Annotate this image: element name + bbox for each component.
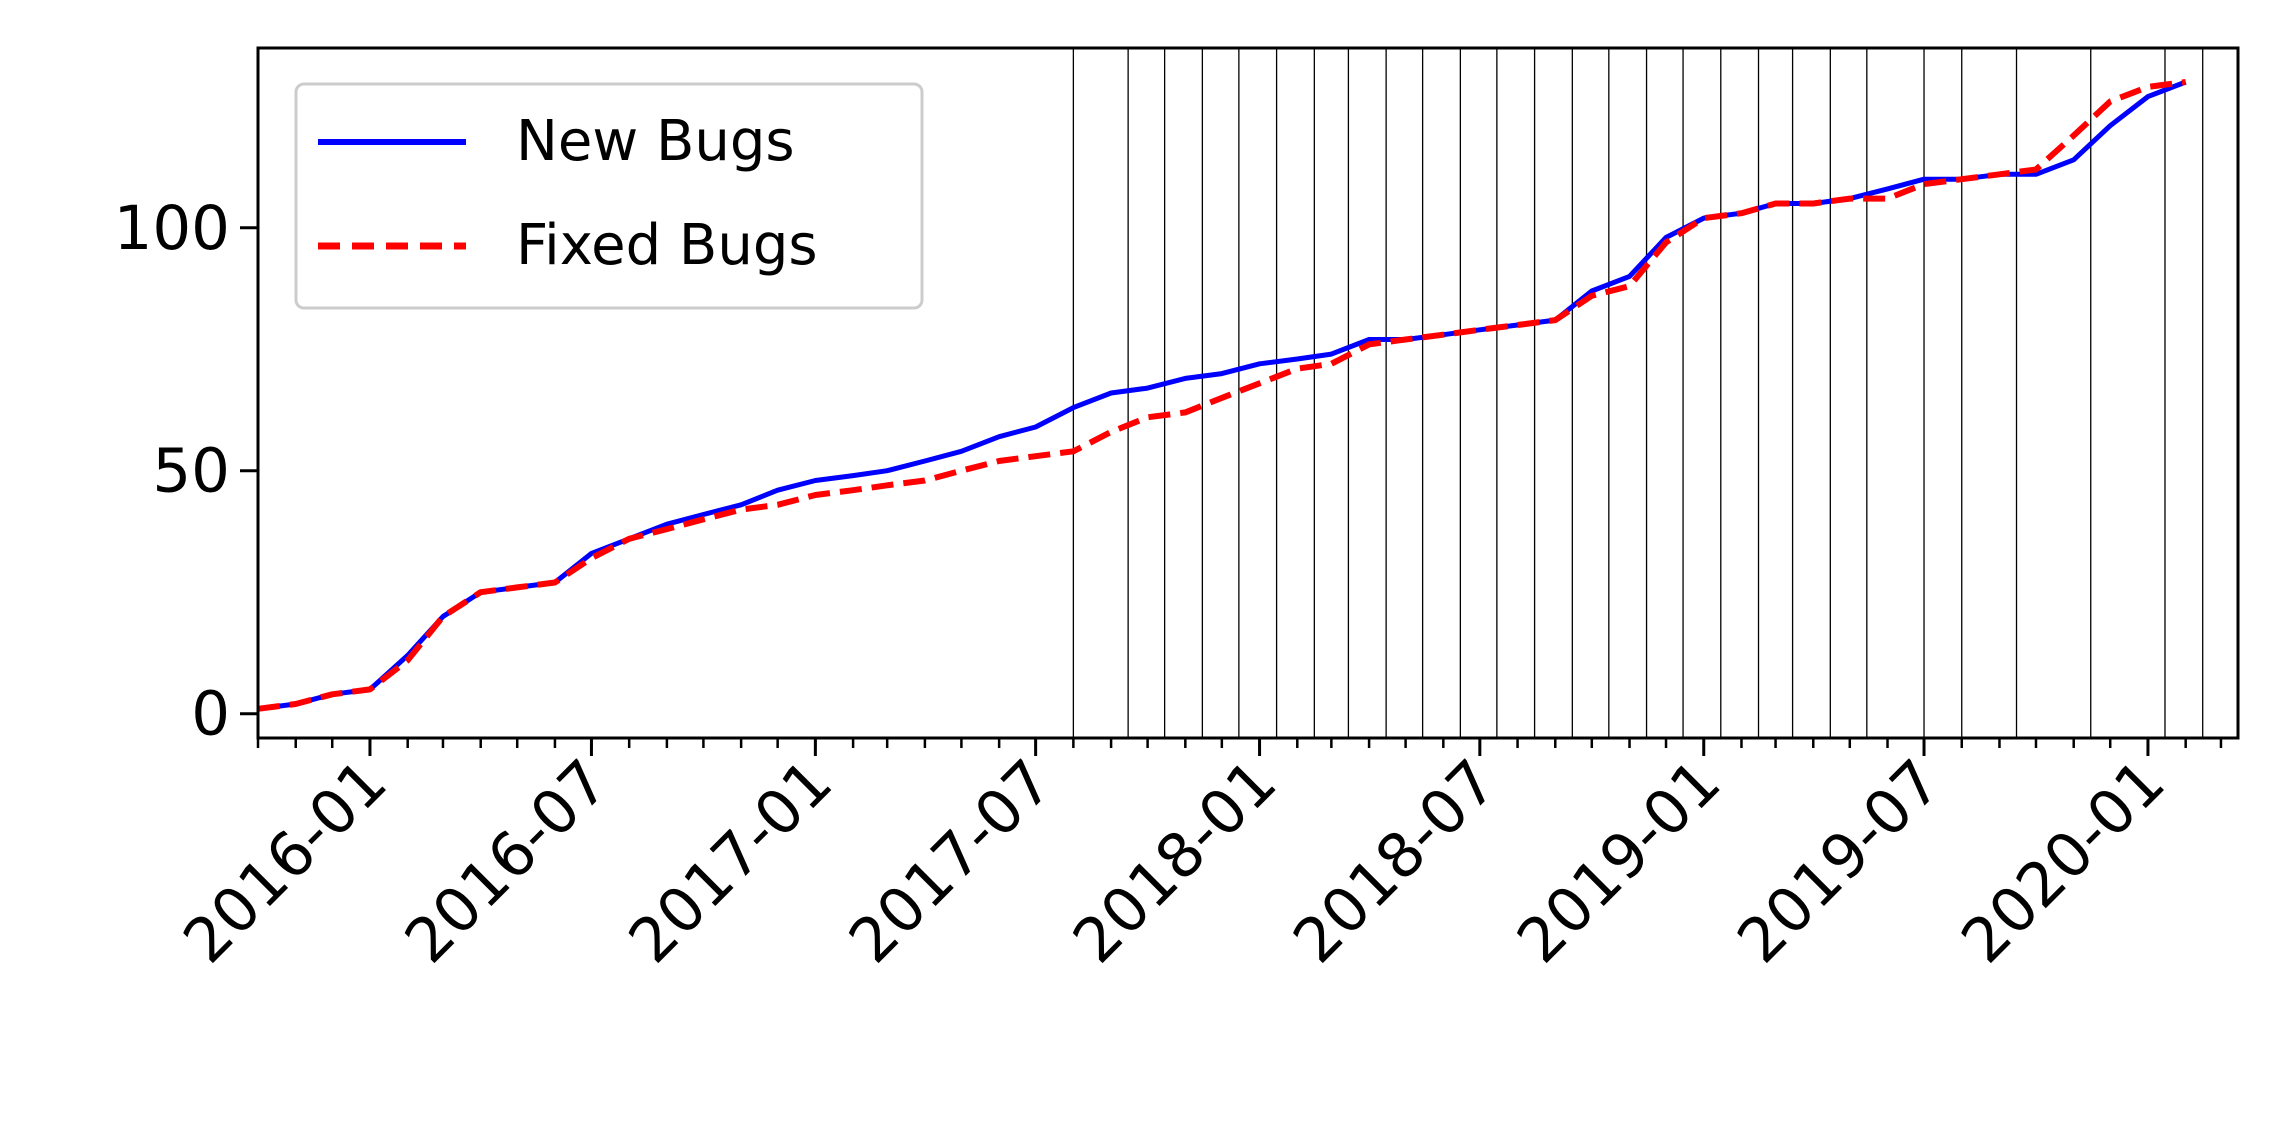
y-tick-label-2: 100 bbox=[114, 193, 230, 264]
series-layer bbox=[257, 79, 2187, 712]
x-tick-label-8: 2020-01 bbox=[1948, 746, 2178, 976]
x-tick-label-0: 2016-01 bbox=[170, 746, 400, 976]
y-tick-label-0: 0 bbox=[191, 679, 230, 750]
x-tick-label-1: 2016-07 bbox=[392, 746, 622, 976]
x-axis: 2016-012016-072017-012017-072018-012018-… bbox=[170, 738, 2223, 977]
plot-frame bbox=[256, 46, 2240, 740]
legend-label-new-bugs: New Bugs bbox=[516, 109, 795, 174]
x-tick-label-4: 2018-01 bbox=[1060, 746, 1290, 976]
x-tick-label-3: 2017-07 bbox=[836, 746, 1066, 976]
release-marker-lines bbox=[1072, 48, 2204, 738]
y-axis: 0 50 100 bbox=[114, 193, 258, 750]
x-tick-label-2: 2017-01 bbox=[616, 746, 846, 976]
legend-label-fixed-bugs: Fixed Bugs bbox=[516, 213, 818, 278]
y-tick-label-1: 50 bbox=[152, 436, 230, 507]
x-tick-label-7: 2019-07 bbox=[1724, 746, 1954, 976]
legend: New Bugs Fixed Bugs bbox=[294, 82, 924, 310]
x-tick-label-5: 2018-07 bbox=[1280, 746, 1510, 976]
x-tick-label-6: 2019-01 bbox=[1504, 746, 1734, 976]
fixed-bugs-line bbox=[257, 79, 2187, 712]
